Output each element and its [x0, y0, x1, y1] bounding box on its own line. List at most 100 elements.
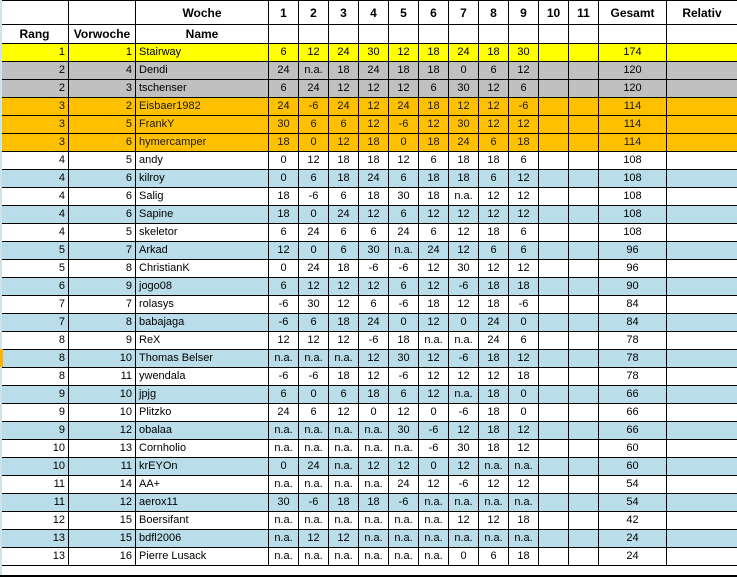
cell-week-8[interactable]: 12: [478, 511, 509, 530]
cell-relativ[interactable]: [666, 457, 737, 476]
cell-week-1[interactable]: 18: [268, 205, 299, 224]
table-row[interactable]: 7 7 rolasys -6 30 12 6 -6 18 12 18 -6 84: [0, 295, 737, 314]
cell-vorwoche[interactable]: 11: [68, 367, 136, 386]
cell-week-10[interactable]: [538, 43, 569, 62]
cell-week-5[interactable]: 0: [388, 133, 419, 152]
cell-relativ[interactable]: [666, 241, 737, 260]
cell-week-10[interactable]: [538, 439, 569, 458]
cell-week-6[interactable]: 12: [418, 475, 449, 494]
cell-week-10[interactable]: [538, 421, 569, 440]
cell-week-9[interactable]: 18: [508, 277, 539, 296]
cell-week-4[interactable]: n.a.: [358, 475, 389, 494]
cell-week-6[interactable]: -6: [418, 421, 449, 440]
cell-week-3[interactable]: 18: [328, 259, 359, 278]
cell-week-11[interactable]: [568, 43, 599, 62]
cell-week-6[interactable]: 24: [418, 241, 449, 260]
cell-week-10[interactable]: [538, 115, 569, 134]
cell-week-4[interactable]: 12: [358, 277, 389, 296]
cell-week-11[interactable]: [568, 241, 599, 260]
cell-week-9[interactable]: -6: [508, 97, 539, 116]
cell-week-2[interactable]: 6: [298, 313, 329, 332]
cell-week-7[interactable]: 12: [448, 367, 479, 386]
cell-week-1[interactable]: n.a.: [268, 421, 299, 440]
cell-vorwoche[interactable]: 1: [68, 43, 136, 62]
cell-week-11[interactable]: [568, 133, 599, 152]
cell-week-10[interactable]: [538, 223, 569, 242]
cell-week-7[interactable]: 30: [448, 79, 479, 98]
cell-week-11[interactable]: [568, 79, 599, 98]
cell-relativ[interactable]: [666, 529, 737, 548]
table-row[interactable]: 10 13 Cornholio n.a. n.a. n.a. n.a. n.a. -6 30 18 1…: [0, 439, 737, 458]
cell-relativ[interactable]: [666, 403, 737, 422]
cell-gesamt[interactable]: 24: [598, 547, 667, 566]
cell-week-11[interactable]: [568, 349, 599, 368]
cell-week-4[interactable]: 18: [358, 385, 389, 404]
cell-week-11[interactable]: [568, 475, 599, 494]
table-row[interactable]: 3 2 Eisbaer1982 24 -6 24 12 24 18 12 12 -6 114: [0, 97, 737, 116]
cell-week-3[interactable]: 24: [328, 97, 359, 116]
cell-week-5[interactable]: -6: [388, 295, 419, 314]
cell-rang[interactable]: 9: [0, 385, 69, 404]
cell-name[interactable]: Cornholio: [135, 439, 269, 458]
cell-name[interactable]: aerox11: [135, 493, 269, 512]
cell-week-1[interactable]: n.a.: [268, 547, 299, 566]
cell-gesamt[interactable]: 24: [598, 529, 667, 548]
cell-vorwoche[interactable]: 5: [68, 223, 136, 242]
cell-week-2[interactable]: 12: [298, 529, 329, 548]
cell-week-9[interactable]: 18: [508, 511, 539, 530]
cell-relativ[interactable]: [666, 313, 737, 332]
cell-week-1[interactable]: n.a.: [268, 349, 299, 368]
cell-week-3[interactable]: n.a.: [328, 349, 359, 368]
cell-week-11[interactable]: [568, 385, 599, 404]
cell-rang[interactable]: 11: [0, 493, 69, 512]
cell-rang[interactable]: 10: [0, 439, 69, 458]
cell-week-9[interactable]: n.a.: [508, 457, 539, 476]
cell-name[interactable]: ChristianK: [135, 259, 269, 278]
cell-vorwoche[interactable]: 16: [68, 547, 136, 566]
cell-relativ[interactable]: [666, 385, 737, 404]
cell-week-8[interactable]: 18: [478, 277, 509, 296]
cell-week-8[interactable]: 12: [478, 367, 509, 386]
cell-week-2[interactable]: 6: [298, 403, 329, 422]
cell-week-4[interactable]: 12: [358, 367, 389, 386]
cell-week-8[interactable]: 18: [478, 421, 509, 440]
cell-name[interactable]: krEYOn: [135, 457, 269, 476]
cell-week-7[interactable]: 24: [448, 43, 479, 62]
cell-week-3[interactable]: 18: [328, 367, 359, 386]
cell-name[interactable]: FrankY: [135, 115, 269, 134]
cell-week-2[interactable]: 24: [298, 79, 329, 98]
cell-week-5[interactable]: n.a.: [388, 241, 419, 260]
cell-week-9[interactable]: 12: [508, 421, 539, 440]
cell-name[interactable]: Stairway: [135, 43, 269, 62]
cell-week-2[interactable]: 6: [298, 115, 329, 134]
cell-week-4[interactable]: 18: [358, 187, 389, 206]
cell-week-9[interactable]: 12: [508, 115, 539, 134]
cell-week-5[interactable]: -6: [388, 493, 419, 512]
cell-week-11[interactable]: [568, 529, 599, 548]
cell-rang[interactable]: 9: [0, 421, 69, 440]
cell-name[interactable]: Plitzko: [135, 403, 269, 422]
cell-gesamt[interactable]: 66: [598, 403, 667, 422]
cell-week-3[interactable]: 24: [328, 205, 359, 224]
cell-week-10[interactable]: [538, 277, 569, 296]
cell-week-3[interactable]: 6: [328, 187, 359, 206]
cell-week-2[interactable]: n.a.: [298, 475, 329, 494]
cell-week-1[interactable]: 18: [268, 187, 299, 206]
table-row[interactable]: 9 10 jpjg 6 0 6 18 6 12 n.a. 18 0 66: [0, 385, 737, 404]
cell-week-5[interactable]: 12: [388, 79, 419, 98]
cell-week-4[interactable]: 0: [358, 403, 389, 422]
cell-gesamt[interactable]: 108: [598, 169, 667, 188]
cell-week-5[interactable]: 12: [388, 403, 419, 422]
cell-rang[interactable]: 4: [0, 169, 69, 188]
cell-week-3[interactable]: 18: [328, 313, 359, 332]
cell-name[interactable]: kilroy: [135, 169, 269, 188]
cell-vorwoche[interactable]: 6: [68, 133, 136, 152]
cell-vorwoche[interactable]: 11: [68, 457, 136, 476]
cell-relativ[interactable]: [666, 223, 737, 242]
cell-vorwoche[interactable]: 15: [68, 529, 136, 548]
cell-week-4[interactable]: 12: [358, 97, 389, 116]
cell-week-9[interactable]: 12: [508, 475, 539, 494]
cell-week-4[interactable]: 12: [358, 349, 389, 368]
table-row[interactable]: 11 12 aerox11 30 -6 18 18 -6 n.a. n.a. n.a. n.a. 54: [0, 493, 737, 512]
cell-relativ[interactable]: [666, 475, 737, 494]
